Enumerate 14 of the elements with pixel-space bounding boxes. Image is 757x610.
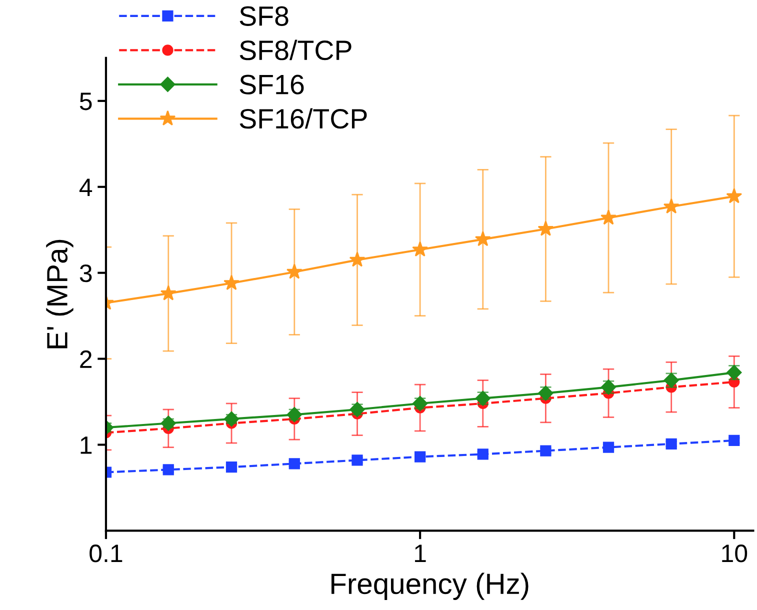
legend-label: SF8: [240, 6, 288, 26]
legend-label: SF16/TCP: [240, 108, 367, 129]
legend-label: SF16: [240, 74, 304, 94]
x-tick-label: 0.1: [90, 544, 122, 562]
x-tick-label: 10: [722, 544, 748, 562]
y-tick-label: 1: [80, 436, 92, 454]
x-tick-label: 1: [415, 544, 426, 562]
y-axis-title: E' (MPa): [46, 240, 74, 348]
y-tick-label: 2: [80, 350, 92, 368]
legend-label: SF8/TCP: [240, 40, 352, 60]
y-tick-label: 4: [79, 178, 92, 196]
x-axis-title: Frequency (Hz): [332, 572, 528, 600]
y-tick-label: 5: [80, 92, 92, 110]
y-tick-label: 3: [80, 264, 92, 282]
